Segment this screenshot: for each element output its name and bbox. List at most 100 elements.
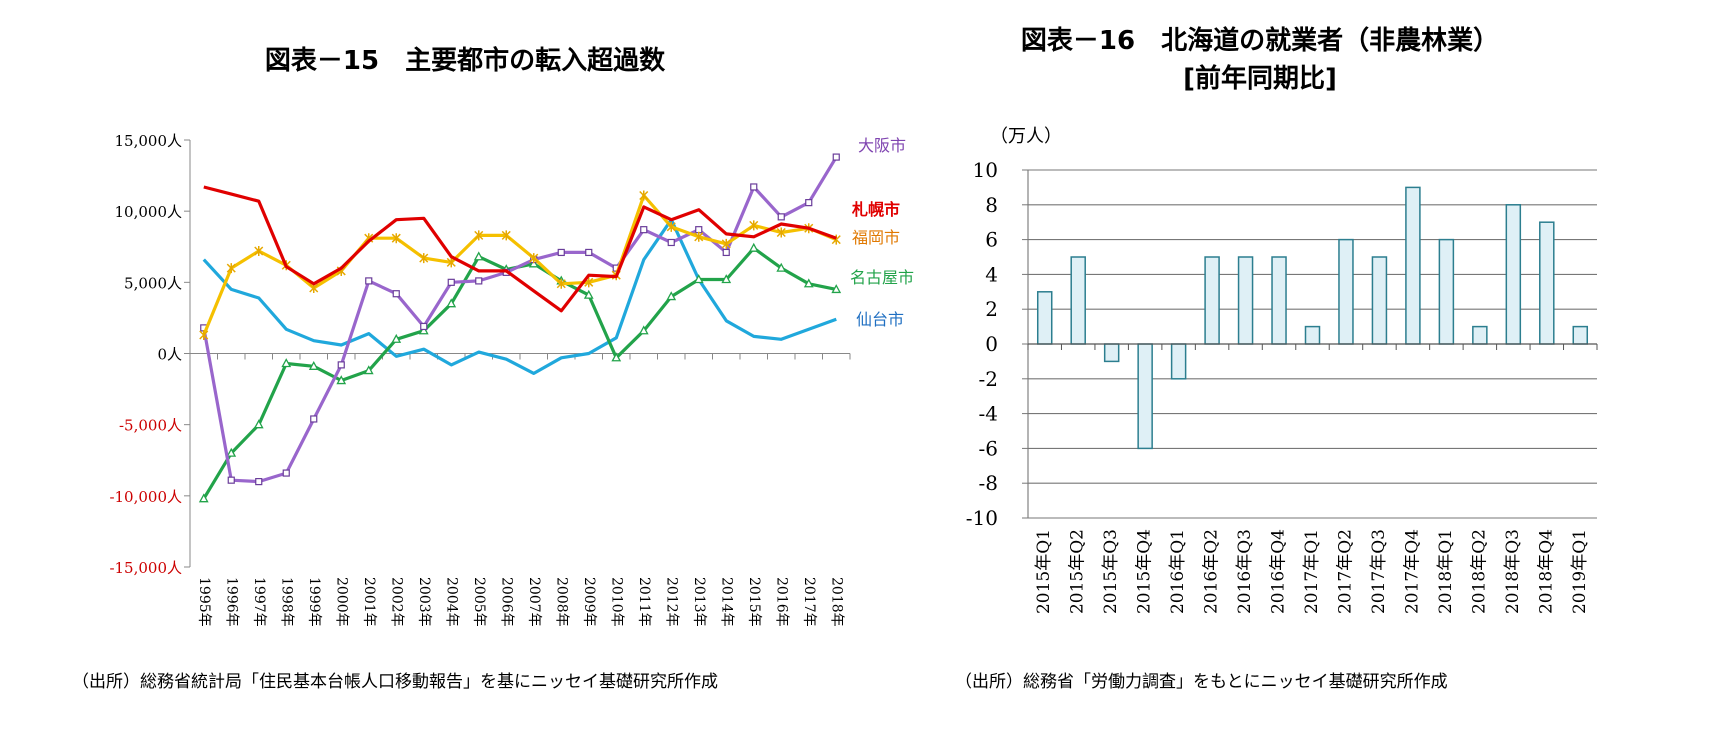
bar-2019年Q1 (1572, 325, 1589, 345)
data-point-福岡市 (254, 246, 264, 257)
bar-2018年Q2 (1472, 325, 1488, 345)
chart2-y-tick-label: 10 (973, 158, 998, 182)
series-label-福岡市: 福岡市 (852, 228, 900, 247)
chart1-y-tick-label: -10,000人 (109, 488, 182, 506)
chart1-x-tick-label: 2003年 (416, 577, 432, 627)
chart2-y-tick-label: 0 (985, 332, 998, 356)
chart1-x-tick-label: 2017年 (801, 577, 817, 627)
data-point-大阪市 (640, 226, 648, 234)
chart2-x-tick-label: 2015年Q1 (1034, 529, 1054, 614)
chart1-x-tick-label: 2014年 (718, 577, 734, 627)
chart2-x-tick-label: 2016年Q3 (1235, 529, 1255, 614)
data-point-大阪市 (365, 277, 373, 285)
data-point-名古屋市 (226, 447, 237, 457)
data-point-名古屋市 (693, 274, 704, 284)
chart1-y-tick-label: -15,000人 (109, 559, 182, 577)
data-point-大阪市 (420, 322, 428, 331)
bar-2016年Q1 (1170, 343, 1187, 380)
chart2-source: （出所）総務省「労働力調査」をもとにニッセイ基礎研究所作成 (955, 672, 1448, 692)
data-point-名古屋市 (638, 325, 649, 335)
bar-2015年Q1 (1036, 291, 1053, 345)
data-point-名古屋市 (831, 284, 842, 294)
data-point-大阪市 (447, 278, 455, 286)
chart1-x-tick-label: 2010年 (608, 577, 624, 627)
chart2-x-tick-label: 2016年Q4 (1269, 529, 1289, 614)
bar-2018年Q3 (1505, 204, 1522, 345)
bar-2015年Q4 (1137, 343, 1153, 450)
bar-2017年Q4 (1405, 186, 1421, 345)
data-point-福岡市 (226, 263, 236, 274)
data-point-名古屋市 (391, 333, 402, 343)
chart1-x-tick-label: 2002年 (388, 577, 404, 627)
data-point-名古屋市 (528, 258, 539, 268)
series-label-名古屋市: 名古屋市 (850, 268, 914, 287)
chart1-x-tick-label: 2012年 (663, 577, 679, 627)
data-point-大阪市 (227, 476, 235, 484)
data-point-名古屋市 (583, 289, 594, 299)
chart1-y-tick-label: 10,000人 (115, 203, 183, 221)
data-point-福岡市 (666, 221, 676, 232)
chart1-title: 図表－15 主要都市の転入超過数 (264, 46, 666, 76)
chart1-x-tick-label: 2000年 (333, 577, 349, 627)
chart2-y-tick-label: -2 (979, 367, 998, 391)
bar-2016年Q3 (1237, 256, 1254, 345)
chart2-subtitle: [前年同期比] (1183, 64, 1337, 94)
chart1-x-tick-label: 2007年 (526, 577, 542, 627)
data-point-名古屋市 (721, 274, 732, 284)
chart1-x-tick-label: 2013年 (691, 577, 707, 627)
data-point-名古屋市 (748, 242, 759, 252)
data-point-福岡市 (639, 190, 649, 201)
chart2-y-tick-label: 2 (985, 297, 998, 321)
chart2-x-tick-label: 2016年Q1 (1168, 529, 1188, 614)
chart2-y-tick-label: -10 (966, 506, 998, 530)
data-point-名古屋市 (473, 251, 484, 261)
data-point-大阪市 (475, 277, 483, 285)
bar-2015年Q3 (1103, 343, 1120, 363)
chart2-y-tick-label: -6 (979, 436, 998, 460)
data-point-大阪市 (722, 248, 730, 257)
data-point-名古屋市 (281, 358, 292, 368)
chart2-y-tick-label: 8 (985, 193, 998, 217)
chart1-x-tick-label: 1997年 (251, 577, 267, 627)
series-label-大阪市: 大阪市 (858, 136, 906, 155)
chart2-y-unit-label: （万人） (990, 126, 1062, 147)
chart1-y-tick-label: 5,000人 (124, 274, 182, 292)
data-point-福岡市 (749, 220, 759, 231)
data-point-名古屋市 (803, 278, 814, 288)
series-line-仙台市 (202, 218, 837, 375)
data-point-大阪市 (585, 248, 593, 257)
chart2-x-tick-label: 2018年Q4 (1536, 529, 1556, 614)
data-point-名古屋市 (253, 419, 264, 429)
chart2-x-tick-label: 2015年Q4 (1135, 529, 1155, 614)
chart2-x-tick-label: 2015年Q3 (1101, 529, 1121, 614)
chart1-y-tick-label: -5,000人 (119, 417, 182, 435)
chart2-x-tick-label: 2016年Q2 (1202, 529, 1222, 614)
chart1-y-tick-label: 0人 (157, 346, 182, 364)
chart1-x-tick-label: 2006年 (498, 577, 514, 627)
bar-2017年Q2 (1338, 238, 1354, 345)
series-line-札幌市 (203, 185, 837, 313)
bar-2018年Q4 (1539, 221, 1555, 345)
chart2-x-tick-label: 2017年Q3 (1369, 529, 1389, 614)
chart2-x-tick-label: 2017年Q1 (1302, 529, 1322, 614)
chart1-x-tick-label: 2016年 (773, 577, 789, 627)
data-point-福岡市 (694, 231, 704, 242)
chart1-x-tick-label: 1995年 (196, 577, 212, 627)
chart1-x-tick-label: 2001年 (361, 577, 377, 627)
chart2-y-tick-label: 4 (985, 262, 998, 286)
chart2-x-tick-label: 2018年Q3 (1503, 529, 1523, 614)
data-point-大阪市 (750, 183, 758, 191)
data-point-名古屋市 (363, 365, 374, 375)
chart2-x-tick-label: 2019年Q1 (1570, 529, 1590, 614)
data-point-大阪市 (282, 469, 290, 477)
data-point-名古屋市 (418, 325, 429, 335)
bar-2016年Q4 (1271, 256, 1287, 345)
chart1-x-tick-label: 2015年 (746, 577, 762, 627)
chart1-x-tick-label: 2005年 (471, 577, 487, 627)
data-point-福岡市 (776, 227, 786, 238)
data-point-名古屋市 (336, 375, 347, 385)
data-point-名古屋市 (666, 291, 677, 301)
chart2-y-tick-label: 6 (985, 228, 998, 252)
